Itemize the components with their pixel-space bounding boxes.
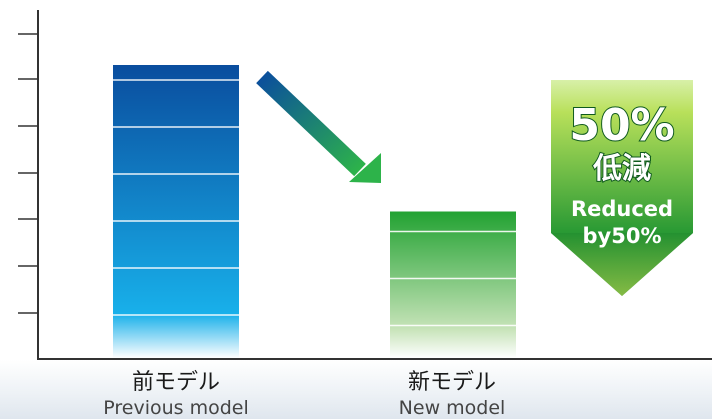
badge-percent: 50% — [569, 100, 674, 151]
chart-axes — [37, 10, 712, 360]
bars — [113, 65, 516, 358]
reduction-badge: 50% 低減 Reduced by50% — [551, 80, 693, 296]
floor-shadow — [0, 360, 712, 419]
badge-jp: 低減 — [592, 151, 651, 185]
category-sublabel-previous: Previous model — [103, 397, 249, 419]
badge-en-line2: by50% — [583, 224, 662, 248]
y-axis-ticks — [18, 33, 38, 314]
badge-tip — [551, 233, 693, 296]
category-label-previous: 前モデル — [131, 370, 220, 395]
badge-en-line1: Reduced — [571, 197, 673, 221]
arrow-head — [349, 153, 381, 183]
reduction-arrow — [256, 70, 381, 183]
bar-previous-model — [113, 65, 239, 358]
category-label-new: 新モデル — [407, 370, 496, 395]
arrow-shaft — [256, 70, 366, 177]
bar-new-model — [390, 211, 516, 358]
category-sublabel-new: New model — [398, 397, 506, 419]
